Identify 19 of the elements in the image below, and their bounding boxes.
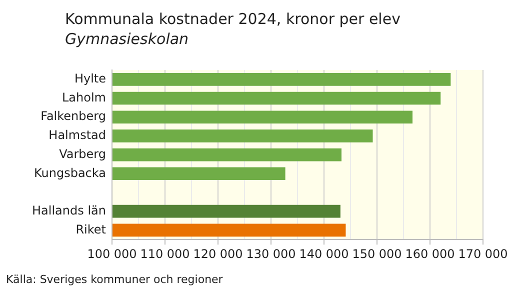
x-tick-label: 110 000 — [140, 246, 190, 261]
y-tick-label: Kungsbacka — [34, 166, 106, 180]
x-tick-label: 150 000 — [352, 246, 402, 261]
chart-subtitle: Gymnasieskolan — [65, 30, 189, 48]
x-tick-label: 100 000 — [87, 246, 137, 261]
y-tick-label: Hallands län — [32, 203, 106, 218]
y-tick-label: Riket — [76, 222, 106, 236]
x-tick-label: 160 000 — [405, 246, 455, 261]
y-tick-label: Halmstad — [48, 128, 106, 142]
y-tick-label: Hylte — [74, 72, 106, 86]
x-tick-label: 170 000 — [458, 246, 508, 261]
text: Källa: Sveriges kommuner och regioner — [6, 273, 223, 286]
x-tick-label: 140 000 — [299, 246, 349, 261]
y-tick-label: Falkenberg — [40, 109, 106, 124]
x-tick-label: 130 000 — [246, 246, 296, 261]
x-tick-label: 120 000 — [193, 246, 243, 261]
y-tick-label: Laholm — [62, 90, 106, 104]
chart-title: Kommunala kostnader 2024, kronor per elev — [65, 10, 400, 28]
y-tick-label: Varberg — [59, 146, 106, 161]
